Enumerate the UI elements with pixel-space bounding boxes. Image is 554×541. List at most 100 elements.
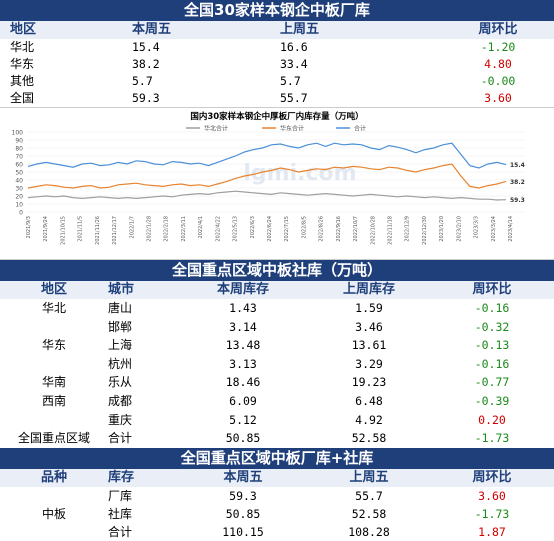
stock-cell: 厂库	[108, 488, 133, 503]
city-cell: 重庆	[108, 412, 133, 427]
section2-header-row: 地区 城市 本周库存 上周库存 周环比	[0, 281, 554, 299]
y-tick-label: 20	[15, 194, 23, 201]
this-week-cell: 13.48	[225, 338, 261, 353]
this-week-cell: 59.3	[132, 91, 160, 105]
legend-label: 合计	[354, 125, 366, 133]
header-this-week-stock: 本周库存	[216, 282, 269, 297]
table-row: 全国 59.3 55.7 3.60	[0, 90, 554, 107]
last-week-cell: 4.92	[355, 412, 383, 427]
region-cell: 华东	[41, 338, 66, 353]
last-week-cell: 16.6	[280, 40, 308, 54]
change-cell: -0.39	[474, 393, 510, 408]
x-tick-label: 2022/4/22	[215, 216, 221, 242]
this-week-cell: 38.2	[132, 57, 160, 71]
region-cell: 华北	[41, 301, 66, 315]
this-week-cell: 50.85	[225, 506, 261, 521]
variety-cell	[0, 523, 108, 541]
this-week-cell: 59.3	[229, 488, 257, 503]
legend-label: 华北合计	[204, 125, 228, 133]
y-tick-label: 50	[15, 170, 23, 177]
last-week-cell: 52.58	[351, 431, 387, 446]
last-week-cell: 3.29	[355, 356, 383, 371]
x-tick-label: 2022/3/11	[181, 216, 187, 242]
header-change: 周环比	[472, 282, 512, 297]
x-tick-label: 2022/8/5	[301, 216, 307, 238]
x-tick-label: 2022/12/9	[405, 216, 411, 242]
end-value-label: 38.2	[510, 179, 525, 186]
header-last-week: 上周五	[280, 22, 320, 37]
change-cell: 3.60	[478, 488, 506, 503]
header-region: 地区	[40, 282, 67, 297]
table-row: 华北 15.4 16.6 -1.20	[0, 39, 554, 56]
y-tick-label: 100	[12, 130, 24, 137]
end-value-label: 59.3	[510, 197, 525, 204]
change-cell: -0.00	[480, 74, 516, 88]
this-week-cell: 15.4	[132, 40, 160, 54]
x-tick-label: 2022/4/1	[198, 216, 204, 238]
chart-title: 国内30家样本钢企中厚板厂内库存量（万吨）	[190, 111, 363, 122]
variety-cell	[0, 487, 108, 505]
this-week-cell: 5.12	[229, 412, 257, 427]
x-tick-label: 2022/8/26	[319, 216, 325, 242]
section2-banner: 全国重点区域中板社库（万吨）	[0, 260, 554, 281]
chart-svg: 国内30家样本钢企中厚板厂内库存量（万吨） 华北合计 华东合计 合计 010203040…	[12, 111, 526, 245]
header-this-week: 本周五	[223, 469, 263, 485]
header-city: 城市	[108, 282, 135, 297]
city-cell: 杭州	[108, 356, 133, 371]
variety-cell: 中板	[41, 506, 66, 521]
x-tick-label: 2021/11/5	[78, 216, 84, 242]
x-tick-label: 2021/11/26	[95, 216, 101, 245]
y-tick-label: 70	[15, 154, 23, 161]
header-change: 周环比	[472, 469, 512, 485]
change-cell: 0.20	[478, 412, 506, 427]
x-tick-label: 2023/4/14	[508, 216, 514, 242]
city-cell: 唐山	[108, 301, 133, 315]
section3-banner: 全国重点区域中板厂库+社库	[0, 447, 554, 469]
x-tick-label: 2022/2/18	[164, 216, 170, 242]
section3-rows: 厂库 59.3 55.7 3.60 中板 社库 50.85 52.58 -1.73 合计 110.1…	[0, 487, 554, 541]
x-tick-label: 2021/9/24	[43, 216, 49, 242]
series-line	[27, 163, 507, 189]
series-line	[27, 190, 507, 201]
change-cell: -1.20	[480, 40, 516, 54]
y-tick-label: 30	[15, 186, 23, 193]
last-week-cell: 5.7	[280, 74, 301, 88]
this-week-cell: 6.09	[229, 393, 257, 408]
x-tick-label: 2022/12/30	[422, 216, 428, 245]
x-tick-label: 2022/6/24	[267, 216, 273, 242]
y-tick-label: 10	[15, 202, 23, 209]
city-cell: 乐从	[108, 375, 133, 390]
x-tick-label: 2021/12/17	[112, 216, 118, 245]
last-week-cell: 6.48	[355, 393, 383, 408]
this-week-cell: 5.7	[132, 74, 153, 88]
change-cell: -0.13	[474, 338, 510, 353]
change-cell: 3.60	[484, 91, 512, 105]
section1-header-row: 地区 本周五 上周五 周环比	[0, 21, 554, 39]
city-cell: 邯郸	[108, 319, 133, 334]
x-tick-label: 2023/1/20	[439, 216, 445, 242]
x-tick-label: 2022/11/18	[388, 216, 394, 245]
end-value-label: 15.4	[510, 162, 525, 169]
stock-cell: 社库	[108, 506, 133, 521]
y-tick-label: 80	[15, 146, 23, 153]
region-cell	[0, 411, 108, 430]
table-row: 合计 110.15 108.28 1.87	[0, 523, 554, 541]
last-week-cell: 3.46	[355, 319, 383, 334]
x-tick-label: 2022/10/7	[353, 216, 359, 242]
change-cell: 1.87	[478, 524, 506, 539]
y-tick-label: 60	[15, 162, 23, 169]
this-week-cell: 3.14	[229, 319, 257, 334]
last-week-cell: 13.61	[351, 338, 387, 353]
last-week-cell: 1.59	[355, 301, 383, 315]
change-cell: -1.73	[474, 431, 510, 446]
region-cell: 全国重点区域	[17, 431, 90, 446]
table-row: 华北 唐山 1.43 1.59 -0.16	[0, 299, 554, 318]
region-cell: 全国	[10, 91, 35, 105]
y-tick-label: 40	[15, 178, 23, 185]
city-cell: 上海	[108, 338, 133, 353]
last-week-cell: 33.4	[280, 57, 308, 71]
this-week-cell: 18.46	[225, 375, 261, 390]
table-row: 邯郸 3.14 3.46 -0.32	[0, 318, 554, 337]
region-cell: 华东	[10, 57, 35, 71]
section1-banner: 全国30家样本钢企中板厂库	[0, 0, 554, 21]
